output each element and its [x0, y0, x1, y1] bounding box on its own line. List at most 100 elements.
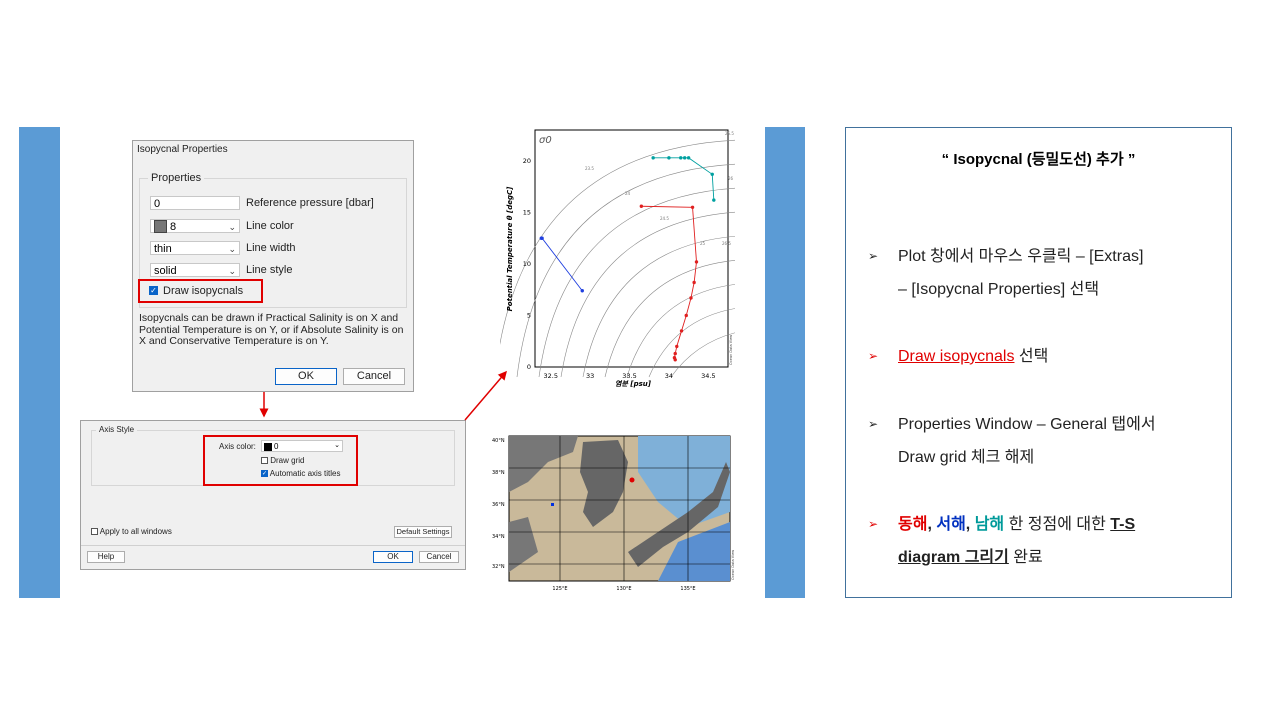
- draw-grid-checkbox[interactable]: [261, 457, 268, 465]
- draw-isopycnals-link: Draw isopycnals: [898, 348, 1015, 365]
- data-point: [679, 329, 684, 333]
- bullet-2: ➢ Draw isopycnals 선택: [868, 340, 1218, 373]
- data-point: [686, 156, 691, 160]
- ok-button[interactable]: OK: [275, 368, 337, 385]
- blue-station-marker: [551, 503, 554, 506]
- y-tick-label: 0: [527, 363, 531, 371]
- right-accent-bar: [765, 127, 805, 598]
- ref-pressure-row: 0 Reference pressure [dbar]: [150, 195, 374, 210]
- data-point: [682, 156, 687, 160]
- chevron-down-icon: ⌄: [228, 243, 236, 254]
- south-sea-label: 남해: [974, 516, 1005, 533]
- cancel-button[interactable]: Cancel: [343, 368, 405, 385]
- isopycnal-line: [670, 332, 735, 378]
- data-point: [540, 236, 544, 240]
- x-tick-label: 33: [586, 372, 594, 380]
- properties-group-label: Properties: [148, 172, 205, 184]
- line-color-select[interactable]: 8 ⌄: [150, 218, 240, 234]
- axis-style-dialog: Axis Style Axis color: 0 ⌄ Draw grid ✓ Au…: [80, 420, 466, 570]
- red-station-marker: [629, 477, 635, 483]
- isopycnal-properties-dialog: Isopycnal Properties Properties 0 Refere…: [132, 140, 414, 392]
- arrow-bullet-icon: ➢: [868, 349, 879, 363]
- bullet-4-mid: 한 정점에 대한: [1004, 516, 1111, 533]
- draw-grid-row[interactable]: Draw grid: [261, 456, 304, 465]
- y-tick-label: 20: [523, 157, 531, 165]
- cancel-button[interactable]: Cancel: [419, 551, 459, 563]
- bullet-3: ➢ Properties Window – General 탭에서 Draw gr…: [868, 408, 1218, 474]
- isopycnal-line: [648, 308, 735, 378]
- lat-label: 32°N: [492, 564, 505, 570]
- data-point: [580, 289, 584, 293]
- bullet-3-line-2: Draw grid 체크 해제: [898, 449, 1035, 466]
- x-tick-label: 33.5: [622, 372, 636, 380]
- bullet-1: ➢ Plot 창에서 마우스 우클릭 – [Extras] – [Isopycna…: [868, 240, 1218, 306]
- y-tick-label: 10: [523, 260, 531, 268]
- chart-xlabel: 염분 [psu]: [615, 380, 652, 388]
- line-color-value: 8: [170, 220, 177, 233]
- chart-credit: Ocean Data View: [729, 335, 733, 365]
- isopycnal-label: 26.5: [722, 241, 731, 246]
- description-panel: “ Isopycnal (등밀도선) 추가 ” ➢ Plot 창에서 마우스 우…: [845, 127, 1232, 598]
- chevron-down-icon: ⌄: [334, 442, 340, 449]
- isopycnal-label: 25.5: [725, 131, 734, 136]
- line-style-value: solid: [154, 264, 177, 277]
- help-button[interactable]: Help: [87, 551, 125, 563]
- auto-titles-row[interactable]: ✓ Automatic axis titles: [261, 469, 340, 478]
- draw-grid-label: Draw grid: [270, 456, 305, 465]
- line-width-value: thin: [154, 242, 172, 255]
- line-style-row: solid ⌄ Line style: [150, 262, 292, 277]
- isopycnal-label: 24.5: [660, 216, 669, 221]
- isopycnal-line: [516, 163, 735, 378]
- draw-isopycnals-checkbox-row[interactable]: ✓ Draw isopycnals: [149, 283, 243, 298]
- ref-pressure-input[interactable]: 0: [150, 195, 240, 210]
- lon-label: 135°E: [680, 586, 695, 592]
- data-point: [639, 204, 644, 208]
- axis-color-select[interactable]: 0 ⌄: [261, 440, 343, 452]
- ok-button[interactable]: OK: [373, 551, 413, 563]
- data-point: [651, 156, 655, 160]
- map-lon-labels: 125°E 130°E 135°E: [552, 586, 695, 592]
- map-grid: [509, 436, 730, 581]
- west-sea-label: 서해: [936, 516, 966, 533]
- apply-all-row[interactable]: Apply to all windows: [91, 527, 172, 536]
- y-tick-label: 5: [527, 311, 531, 319]
- dialog-title: Isopycnal Properties: [137, 144, 228, 155]
- lon-label: 130°E: [616, 586, 631, 592]
- axis-settings-highlight: [203, 435, 358, 486]
- draw-isopycnals-label: Draw isopycnals: [163, 284, 244, 297]
- apply-all-checkbox[interactable]: [91, 528, 98, 536]
- x-tick-label: 34.5: [701, 372, 715, 380]
- axis-color-swatch: [264, 442, 272, 451]
- isopycnal-line: [500, 139, 735, 346]
- x-tick-label: 34: [665, 372, 673, 380]
- map-credit: Ocean Data View: [731, 550, 735, 580]
- isopycnal-label: 23.5: [585, 166, 594, 171]
- line-width-label: Line width: [246, 241, 296, 254]
- comma-1: ,: [927, 516, 937, 533]
- isopycnal-line: [626, 284, 735, 378]
- draw-isopycnals-checkbox[interactable]: ✓: [149, 286, 158, 295]
- line-width-select[interactable]: thin ⌄: [150, 240, 240, 255]
- data-point: [692, 280, 696, 285]
- default-settings-button[interactable]: Default Settings: [394, 526, 452, 538]
- ts-label: T-S: [1110, 516, 1136, 533]
- data-point: [712, 198, 716, 202]
- data-point: [679, 156, 683, 160]
- bullet-1-line-1: Plot 창에서 마우스 우클릭 – [Extras]: [898, 248, 1144, 265]
- isopycnal-label: 26: [728, 176, 734, 181]
- data-point: [667, 156, 671, 160]
- line-style-select[interactable]: solid ⌄: [150, 262, 240, 277]
- data-point: [673, 351, 677, 356]
- data-point: [675, 344, 679, 349]
- apply-all-label: Apply to all windows: [99, 527, 172, 536]
- bullet-2-rest: 선택: [1014, 348, 1049, 365]
- arrow-bullet-icon: ➢: [868, 249, 879, 263]
- ts-diagram-chart: σ0 23.5 24 24.5 25 25.5 26 26.5 32.5 33 33.5 34 34…: [500, 129, 735, 388]
- data-point: [694, 260, 699, 264]
- isopycnal-line: [538, 187, 735, 378]
- auto-titles-checkbox[interactable]: ✓: [261, 470, 268, 478]
- line-color-row: 8 ⌄ Line color: [150, 218, 294, 234]
- auto-titles-label: Automatic axis titles: [269, 469, 341, 478]
- data-point: [690, 205, 695, 209]
